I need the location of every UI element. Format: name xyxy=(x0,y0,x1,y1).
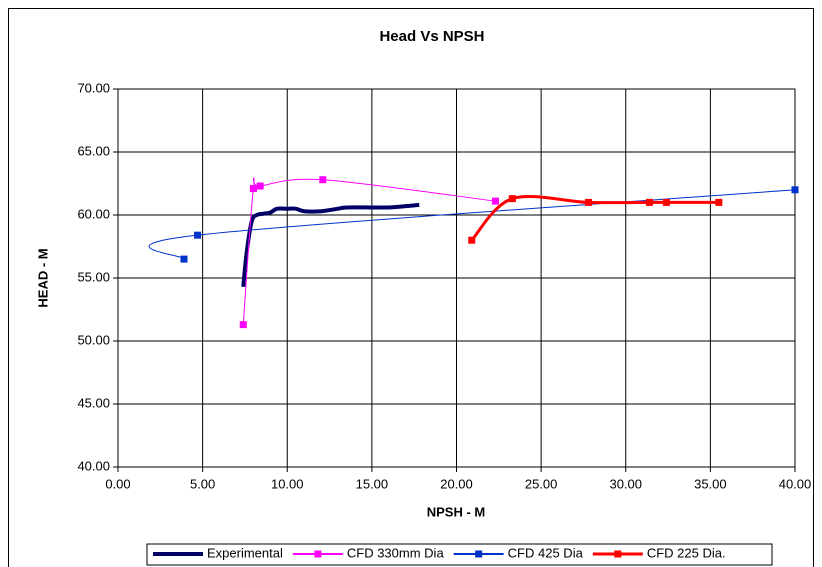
x-tick-label: 35.00 xyxy=(694,476,727,491)
legend-marker xyxy=(314,550,322,558)
y-axis-title: HEAD - M xyxy=(35,248,50,307)
point-marker xyxy=(180,255,188,263)
y-tick-label: 40.00 xyxy=(77,458,110,473)
x-axis-title: NPSH - M xyxy=(427,504,486,519)
y-tick-label: 50.00 xyxy=(77,332,110,347)
legend-marker xyxy=(475,550,483,558)
series-line xyxy=(470,194,719,242)
y-tick-label: 45.00 xyxy=(77,395,110,410)
point-marker xyxy=(645,198,653,206)
legend-label: CFD 225 Dia. xyxy=(647,545,726,560)
series-line xyxy=(148,189,796,260)
x-tick-label: 10.00 xyxy=(271,476,304,491)
y-tick-label: 65.00 xyxy=(77,143,110,158)
y-tick-label: 60.00 xyxy=(77,206,110,221)
point-marker xyxy=(256,182,264,190)
point-marker xyxy=(249,185,257,193)
series-line xyxy=(241,202,420,288)
x-tick-label: 5.00 xyxy=(190,476,215,491)
x-tick-label: 25.00 xyxy=(525,476,558,491)
legend-label: CFD 425 Dia xyxy=(508,545,584,560)
legend-label: Experimental xyxy=(207,545,283,560)
chart-border xyxy=(8,8,814,567)
point-marker xyxy=(715,198,723,206)
x-tick-label: 0.00 xyxy=(105,476,130,491)
legend-marker xyxy=(614,550,622,558)
point-marker xyxy=(491,197,499,205)
x-tick-label: 40.00 xyxy=(779,476,812,491)
point-marker xyxy=(585,198,593,206)
x-tick-label: 15.00 xyxy=(356,476,389,491)
point-marker xyxy=(508,195,516,203)
chart-title: Head Vs NPSH xyxy=(379,28,484,45)
y-tick-label: 55.00 xyxy=(77,269,110,284)
y-tick-label: 70.00 xyxy=(77,80,110,95)
x-tick-label: 20.00 xyxy=(440,476,473,491)
point-marker xyxy=(239,321,247,329)
series-line xyxy=(242,177,496,325)
plot-area xyxy=(117,88,796,468)
point-marker xyxy=(468,236,476,244)
legend-label: CFD 330mm Dia xyxy=(347,545,445,560)
point-marker xyxy=(194,231,202,239)
point-marker xyxy=(662,198,670,206)
x-tick-label: 30.00 xyxy=(609,476,642,491)
point-marker xyxy=(319,176,327,184)
point-marker xyxy=(791,186,799,194)
